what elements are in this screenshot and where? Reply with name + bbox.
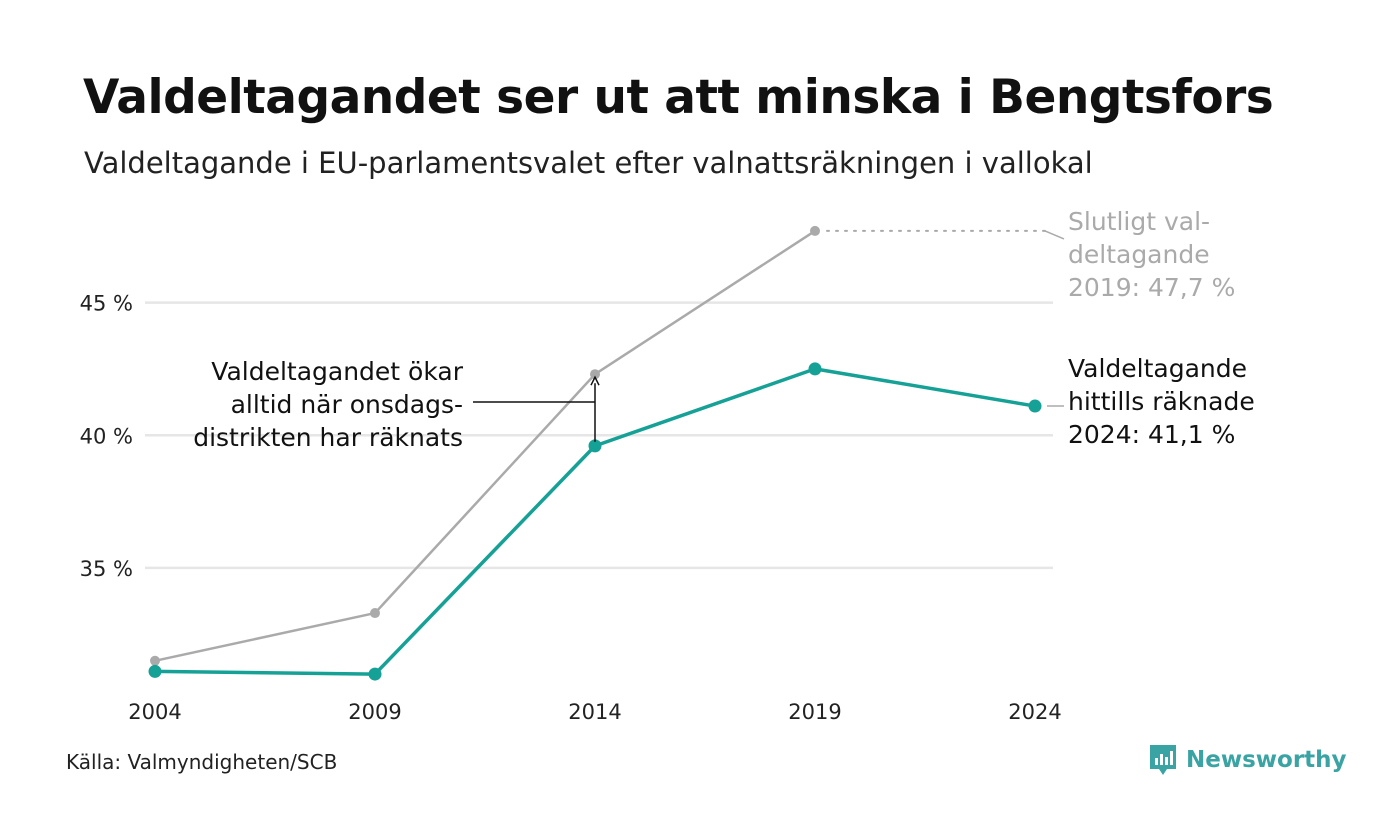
annotation-note: Valdeltagandet ökar alltid när onsdags- … xyxy=(193,355,463,454)
data-point-valnatt xyxy=(368,667,382,681)
annotation-line: Valdeltagandet ökar xyxy=(211,357,463,386)
data-point-valnatt xyxy=(148,664,162,678)
data-point-final xyxy=(590,369,600,380)
newsworthy-logo-icon xyxy=(1150,745,1176,775)
annotation-line: 2019: 47,7 % xyxy=(1068,273,1236,302)
annotation-line: alltid när onsdags- xyxy=(230,390,463,419)
data-point-final xyxy=(370,608,380,619)
y-tick-label: 40 % xyxy=(80,424,133,448)
leader-line-final xyxy=(1044,230,1065,240)
annotation-line: deltagande xyxy=(1068,240,1210,269)
x-tick-label: 2014 xyxy=(568,700,621,724)
data-point-final xyxy=(150,655,160,666)
brand-logo[interactable]: Newsworthy xyxy=(1148,743,1347,777)
brand-name: Newsworthy xyxy=(1186,747,1347,773)
y-tick-label: 35 % xyxy=(80,557,133,581)
annotation-current-2024: Valdeltagande hittills räknade 2024: 41,… xyxy=(1068,352,1255,451)
data-point-valnatt xyxy=(808,362,822,376)
y-tick-label: 45 % xyxy=(80,292,133,316)
annotation-final-2019: Slutligt val- deltagande 2019: 47,7 % xyxy=(1068,205,1235,304)
data-point-final xyxy=(810,225,820,236)
source-note: Källa: Valmyndigheten/SCB xyxy=(66,750,338,774)
x-tick-label: 2009 xyxy=(348,700,401,724)
chart-title: Valdeltagandet ser ut att minska i Bengt… xyxy=(83,70,1274,125)
annotation-line: Valdeltagande xyxy=(1068,354,1248,383)
chart-subtitle: Valdeltagande i EU-parlamentsvalet efter… xyxy=(84,146,1093,180)
annotation-line: 2024: 41,1 % xyxy=(1068,420,1236,449)
annotation-line: Slutligt val- xyxy=(1068,207,1211,236)
annotation-line: distrikten har räknats xyxy=(193,423,463,452)
data-point-valnatt xyxy=(1028,399,1042,413)
x-tick-label: 2019 xyxy=(788,700,841,724)
arrow-head xyxy=(590,375,600,386)
data-point-valnatt xyxy=(588,439,602,453)
x-tick-label: 2004 xyxy=(128,700,181,724)
annotation-line: hittills räknade xyxy=(1068,387,1255,416)
series-line-final xyxy=(154,229,816,663)
x-tick-label: 2024 xyxy=(1008,700,1061,724)
